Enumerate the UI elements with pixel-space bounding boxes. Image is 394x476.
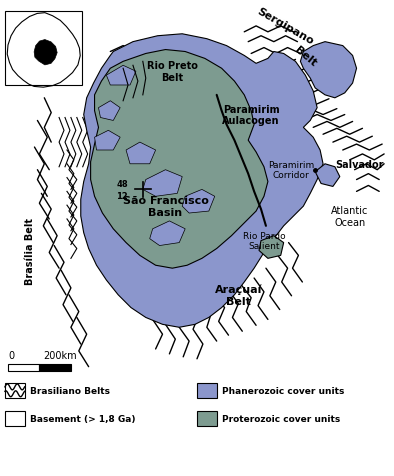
Bar [5, 384, 24, 398]
Text: Rio Pardo
Salient: Rio Pardo Salient [243, 231, 285, 251]
Text: Brasília Belt: Brasília Belt [24, 218, 35, 284]
Polygon shape [7, 14, 80, 88]
Polygon shape [300, 42, 357, 99]
Text: Paramirim
Aulacogen: Paramirim Aulacogen [222, 105, 280, 126]
Text: Araçuaí
Belt: Araçuaí Belt [215, 284, 262, 306]
Polygon shape [143, 170, 182, 197]
Text: Sergipano: Sergipano [256, 7, 316, 47]
Text: Belt: Belt [293, 45, 318, 68]
Text: São Francisco
Basin: São Francisco Basin [123, 196, 208, 218]
Bar [8, 364, 39, 371]
Text: Atlantic
Ocean: Atlantic Ocean [331, 206, 368, 228]
Bar [5, 12, 82, 86]
Polygon shape [34, 40, 57, 66]
Polygon shape [95, 131, 120, 151]
Text: Phanerozoic cover units: Phanerozoic cover units [221, 387, 344, 396]
Polygon shape [315, 164, 340, 187]
Text: Basement (> 1,8 Ga): Basement (> 1,8 Ga) [30, 414, 135, 423]
Bar [197, 384, 217, 398]
Bar [5, 411, 24, 426]
Text: 0: 0 [8, 350, 14, 360]
Polygon shape [106, 66, 136, 86]
Text: Brasiliano Belts: Brasiliano Belts [30, 387, 110, 396]
Bar [39, 364, 71, 371]
Polygon shape [182, 190, 215, 214]
Polygon shape [81, 35, 323, 327]
Polygon shape [91, 50, 268, 268]
Text: Rio Preto
Belt: Rio Preto Belt [147, 61, 198, 83]
Text: Proterozoic cover units: Proterozoic cover units [221, 414, 340, 423]
Text: Paramirim
Corridor: Paramirim Corridor [268, 161, 314, 180]
Text: 48: 48 [116, 179, 128, 188]
Polygon shape [150, 221, 185, 246]
Polygon shape [98, 101, 120, 121]
Text: 200km: 200km [43, 350, 77, 360]
Polygon shape [126, 143, 156, 164]
Bar [197, 411, 217, 426]
Text: 12: 12 [116, 191, 128, 200]
Polygon shape [259, 236, 284, 259]
Text: Salvador: Salvador [335, 159, 383, 169]
